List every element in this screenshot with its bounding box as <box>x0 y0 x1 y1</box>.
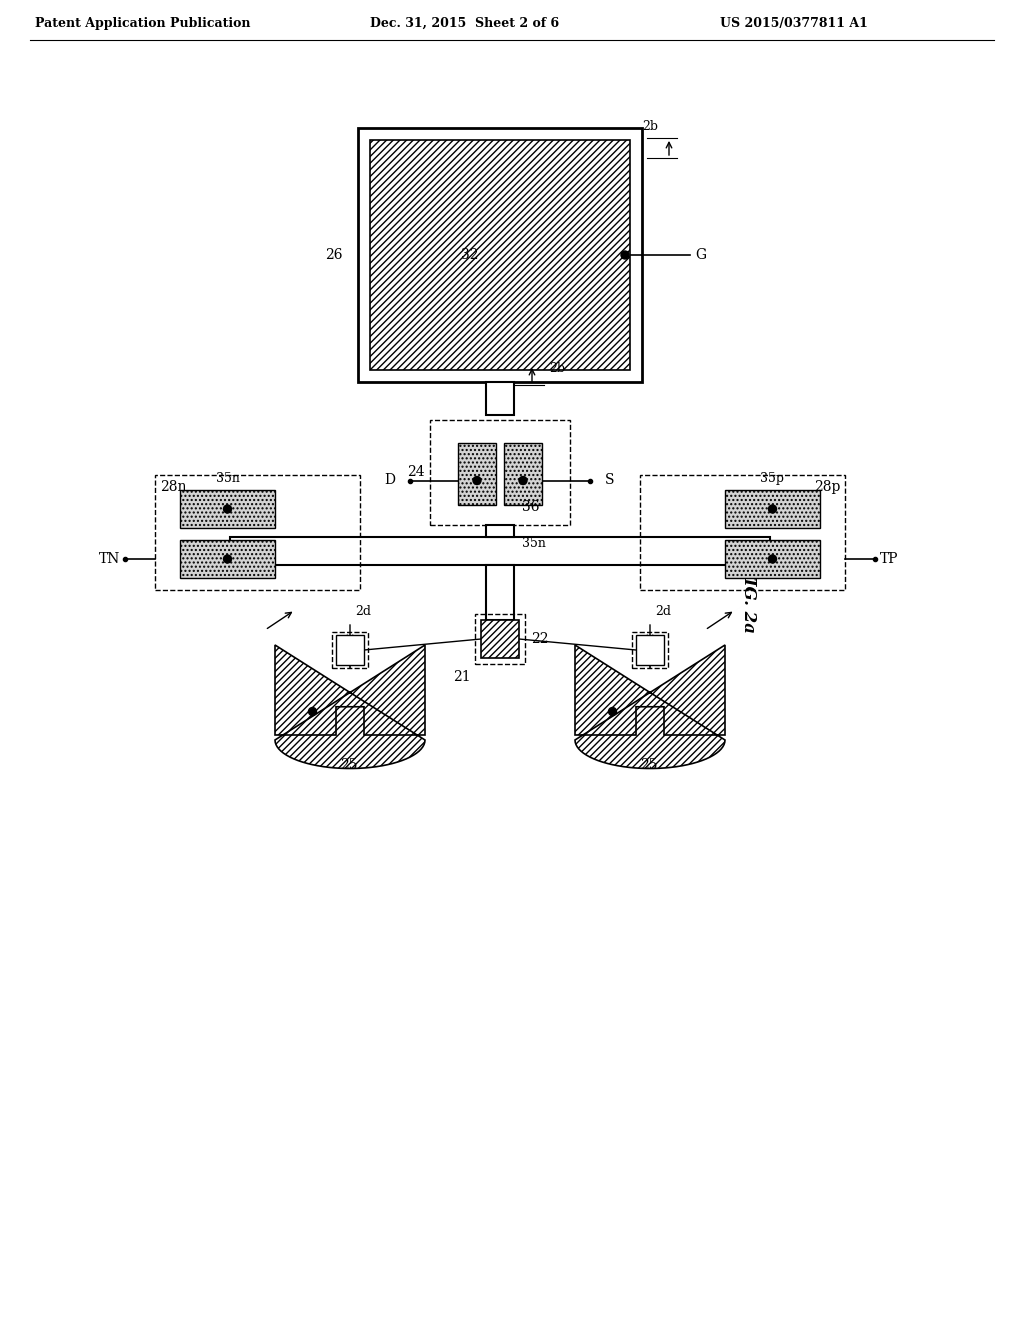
Text: 22: 22 <box>531 632 549 645</box>
Text: 25: 25 <box>340 758 357 772</box>
Bar <box>430 420 570 525</box>
Text: 36: 36 <box>522 500 540 513</box>
Text: 28p: 28p <box>814 480 840 494</box>
Bar <box>370 140 630 370</box>
Text: 21: 21 <box>454 671 471 684</box>
Text: S: S <box>605 474 614 487</box>
Text: FIG. 2a: FIG. 2a <box>740 566 757 634</box>
Text: TN: TN <box>98 552 120 566</box>
Bar <box>481 620 519 657</box>
Bar <box>725 490 820 528</box>
Circle shape <box>519 477 527 484</box>
Bar <box>180 490 275 528</box>
Text: 35p: 35p <box>761 473 784 484</box>
Bar <box>632 632 668 668</box>
Text: 35n: 35n <box>522 537 546 550</box>
Bar <box>486 381 514 414</box>
Bar <box>486 565 514 620</box>
Bar <box>640 475 845 590</box>
Bar <box>486 525 514 537</box>
Bar <box>230 537 770 565</box>
Bar <box>475 614 525 664</box>
Text: Patent Application Publication: Patent Application Publication <box>35 17 251 30</box>
Bar <box>358 128 642 381</box>
Text: 2b: 2b <box>549 362 565 375</box>
Bar <box>180 540 275 578</box>
Text: 32: 32 <box>461 248 479 261</box>
Circle shape <box>223 506 231 513</box>
Text: TP: TP <box>880 552 898 566</box>
Circle shape <box>621 251 629 259</box>
Bar <box>332 632 368 668</box>
Text: 2d: 2d <box>655 605 671 618</box>
Bar <box>458 444 496 506</box>
Bar <box>504 444 542 506</box>
Text: G: G <box>695 248 707 261</box>
Circle shape <box>308 708 316 715</box>
Circle shape <box>768 554 776 564</box>
Text: 26: 26 <box>326 248 343 261</box>
Circle shape <box>608 708 616 715</box>
Text: 28n: 28n <box>160 480 186 494</box>
Circle shape <box>473 477 481 484</box>
Text: D: D <box>384 474 395 487</box>
Text: Dec. 31, 2015  Sheet 2 of 6: Dec. 31, 2015 Sheet 2 of 6 <box>370 17 559 30</box>
Text: 35n: 35n <box>216 473 240 484</box>
Polygon shape <box>275 645 425 768</box>
Text: 25: 25 <box>640 758 657 772</box>
Text: 2d: 2d <box>355 605 371 618</box>
Bar <box>725 540 820 578</box>
Bar <box>336 635 364 665</box>
Bar <box>636 635 664 665</box>
Text: US 2015/0377811 A1: US 2015/0377811 A1 <box>720 17 868 30</box>
Text: 2b: 2b <box>642 120 658 133</box>
Polygon shape <box>575 645 725 768</box>
Text: 24: 24 <box>408 466 425 479</box>
Bar <box>155 475 360 590</box>
Circle shape <box>768 506 776 513</box>
Circle shape <box>223 554 231 564</box>
